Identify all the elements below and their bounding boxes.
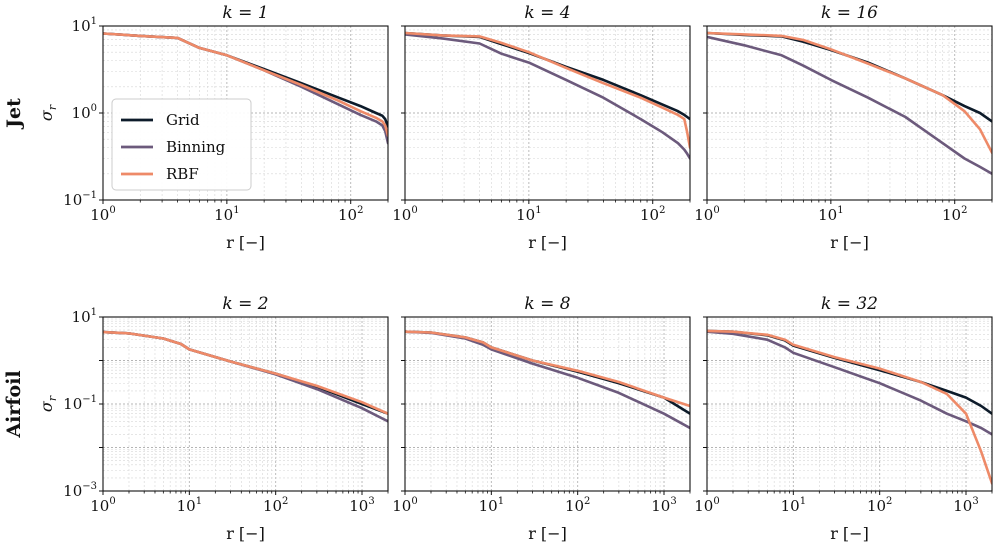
- x-tick-label: 101: [818, 205, 843, 224]
- x-tick-label: 102: [640, 205, 665, 224]
- y-tick-label: 10−1: [63, 394, 97, 413]
- legend-box: [111, 98, 252, 191]
- plot-area: [707, 26, 992, 200]
- y-tick-label: 10−1: [63, 190, 97, 209]
- x-tick-label: 102: [942, 205, 967, 224]
- x-tick-label: 102: [338, 205, 363, 224]
- panel-k-16: 100 101 102 k = 16 r [−]: [694, 3, 993, 252]
- legend-label-binning: Binning: [166, 138, 226, 156]
- panel-title: k = 4: [524, 3, 570, 23]
- panel-title: k = 8: [524, 294, 570, 314]
- series-line-rbf: [707, 31, 992, 154]
- panel-k-4: 100 101 102 k = 4 r [−]: [392, 3, 691, 252]
- row-label: Jet: [3, 98, 25, 130]
- plot-area: [707, 317, 992, 491]
- grid-lines: [404, 25, 691, 201]
- y-tick-label: 101: [72, 16, 97, 35]
- x-axis-label: r [−]: [226, 524, 265, 543]
- panel-title: k = 16: [821, 3, 878, 23]
- x-tick-label: 103: [651, 496, 676, 515]
- series-group: [707, 31, 992, 176]
- series-group: [103, 330, 388, 423]
- x-axis-label: r [−]: [830, 524, 869, 543]
- legend-label-grid: Grid: [166, 111, 200, 129]
- series-group: [103, 32, 388, 145]
- series-line-rbf: [707, 329, 992, 485]
- y-axis-label: σr: [37, 395, 59, 412]
- series-group: [707, 329, 992, 485]
- x-axis-label: r [−]: [528, 233, 567, 252]
- x-tick-label: 103: [349, 496, 374, 515]
- x-tick-label: 100: [90, 205, 115, 224]
- x-tick-label: 101: [479, 496, 504, 515]
- x-tick-label: 100: [694, 496, 719, 515]
- y-axis-label: σr: [37, 104, 59, 121]
- series-line-rbf: [103, 330, 388, 416]
- legend: Grid Binning RBF: [111, 98, 252, 191]
- x-tick-label: 101: [516, 205, 541, 224]
- legend-label-rbf: RBF: [166, 165, 199, 183]
- x-tick-label: 101: [177, 496, 202, 515]
- series-line-rbf: [405, 330, 690, 408]
- panel-k-32: 100 101 102 103 k = 32 r [−]: [694, 294, 993, 543]
- panel-title: k = 32: [821, 294, 878, 314]
- series-group: [405, 31, 690, 160]
- x-tick-label: 100: [392, 205, 417, 224]
- x-tick-label: 102: [565, 496, 590, 515]
- series-group: [405, 330, 690, 430]
- x-tick-label: 103: [953, 496, 978, 515]
- plot-area: [405, 317, 690, 491]
- x-axis-label: r [−]: [528, 524, 567, 543]
- panel-k-2: 100 101 102 103 10−3 10−1 101 k = 2 r [−] Airfoil…: [3, 294, 389, 543]
- x-axis-label: r [−]: [226, 233, 265, 252]
- y-tick-label: 101: [72, 307, 97, 326]
- y-tick-label: 100: [72, 103, 97, 122]
- series-line-binning: [405, 33, 690, 160]
- x-tick-label: 102: [263, 496, 288, 515]
- panel-k-8: 100 101 102 103 k = 8 r [−]: [392, 294, 691, 543]
- x-tick-label: 102: [867, 496, 892, 515]
- panel-title: k = 1: [222, 3, 268, 23]
- x-tick-label: 101: [781, 496, 806, 515]
- plot-area: [103, 317, 388, 491]
- row-label: Airfoil: [3, 370, 25, 438]
- x-tick-label: 101: [214, 205, 239, 224]
- series-line-binning: [707, 35, 992, 176]
- x-tick-label: 100: [694, 205, 719, 224]
- series-line-rbf: [103, 32, 388, 137]
- x-axis-label: r [−]: [830, 233, 869, 252]
- series-line-rbf: [405, 31, 690, 149]
- panel-title: k = 2: [222, 294, 268, 314]
- y-tick-label: 10−3: [63, 481, 97, 500]
- plot-area: [405, 26, 690, 200]
- x-tick-label: 100: [392, 496, 417, 515]
- x-tick-label: 100: [90, 496, 115, 515]
